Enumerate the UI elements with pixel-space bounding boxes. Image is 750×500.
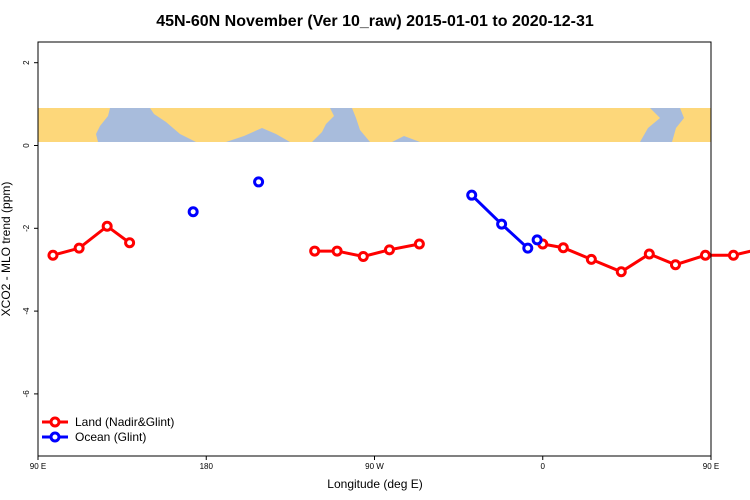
x-tick-label: 90 E [30,462,46,471]
data-point-land [585,253,597,265]
y-axis: 2 0 -2 -4 -6 [22,60,38,398]
data-point-land [331,245,343,257]
y-tick-label: 0 [22,143,31,148]
data-point-land [101,220,113,232]
x-tick-label: 180 [200,462,214,471]
y-tick-label: 2 [22,60,31,65]
data-point-ocean [496,218,508,230]
series-line-land [542,242,750,274]
data-point-land [557,242,569,254]
data-point-land [699,249,711,261]
legend-label-ocean: Ocean (Glint) [75,430,146,444]
data-point-ocean [253,176,265,188]
data-point-ocean [466,189,478,201]
y-axis-title: XCO2 - MLO trend (ppm) [0,182,13,317]
data-point-land [124,237,136,249]
legend-marker-land [49,416,61,428]
x-axis: 90 E 180 90 W 0 90 E [30,456,719,471]
x-tick-label: 90 E [703,462,719,471]
data-point-land [643,248,655,260]
data-point-land [73,242,85,254]
legend: Land (Nadir&Glint) Ocean (Glint) [42,415,174,444]
map-land-mass-4 [672,108,711,142]
data-point-land [357,250,369,262]
data-point-land [47,249,59,261]
map-band [38,108,711,142]
data-point-land [413,238,425,250]
chart-title: 45N-60N November (Ver 10_raw) 2015-01-01… [156,13,594,30]
x-tick-label: 0 [541,462,546,471]
chart-marks [47,176,750,278]
legend-marker-ocean [49,431,61,443]
map-land-mass-2 [150,108,334,142]
map-land-mass-3 [352,108,660,142]
data-point-land [615,266,627,278]
x-axis-title: Longitude (deg E) [327,477,422,491]
y-tick-label: -4 [22,307,31,315]
x-tick-label: 90 W [365,462,384,471]
data-point-ocean [531,234,543,246]
y-tick-label: -2 [22,224,31,232]
data-point-ocean [187,206,199,218]
data-point-ocean [522,242,534,254]
data-point-land [309,245,321,257]
plot-frame [37,41,712,457]
y-tick-label: -6 [22,390,31,398]
data-point-land [669,259,681,271]
legend-label-land: Land (Nadir&Glint) [75,415,174,429]
series-line-land [52,224,131,257]
data-point-land [727,249,739,261]
map-land-mass-1 [38,108,110,142]
data-point-land [383,244,395,256]
